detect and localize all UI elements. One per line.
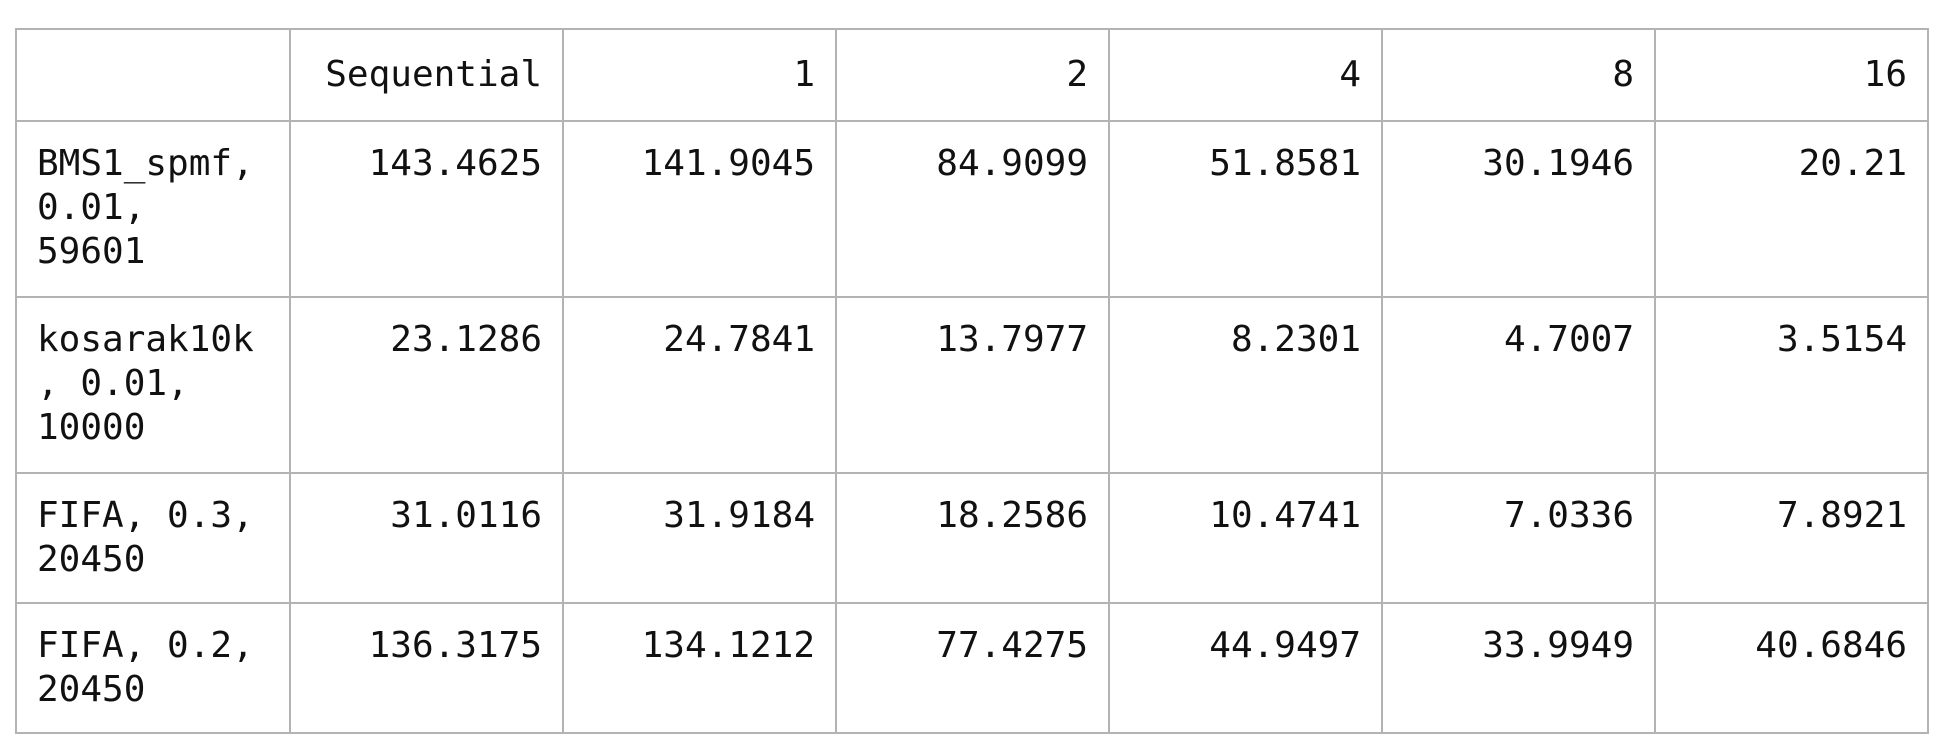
header-cell-empty <box>15 28 291 122</box>
header-row: Sequential 1 2 4 8 16 <box>15 28 1929 122</box>
header-cell-16: 16 <box>1654 28 1929 122</box>
cell-value: 40.6846 <box>1654 602 1929 734</box>
header-cell-sequential: Sequential <box>289 28 564 122</box>
cell-value: 18.2586 <box>835 472 1110 604</box>
table-row: BMS1_spmf, 0.01, 59601 143.4625 141.9045 8… <box>15 120 1929 298</box>
table-row: FIFA, 0.2, 20450 136.3175 134.1212 77.427… <box>15 602 1929 734</box>
header-cell-8: 8 <box>1381 28 1656 122</box>
table-row: FIFA, 0.3, 20450 31.0116 31.9184 18.2586 … <box>15 472 1929 604</box>
cell-value: 33.9949 <box>1381 602 1656 734</box>
cell-value: 44.9497 <box>1108 602 1383 734</box>
row-label: kosarak10k, 0.01, 10000 <box>15 296 291 474</box>
row-label: BMS1_spmf, 0.01, 59601 <box>15 120 291 298</box>
cell-value: 31.0116 <box>289 472 564 604</box>
results-table-container: Sequential 1 2 4 8 16 BMS1_spmf, 0.01, 596… <box>15 28 1929 734</box>
header-cell-2: 2 <box>835 28 1110 122</box>
cell-value: 31.9184 <box>562 472 837 604</box>
row-label: FIFA, 0.2, 20450 <box>15 602 291 734</box>
cell-value: 4.7007 <box>1381 296 1656 474</box>
cell-value: 24.7841 <box>562 296 837 474</box>
header-cell-4: 4 <box>1108 28 1383 122</box>
table-header: Sequential 1 2 4 8 16 <box>15 28 1929 122</box>
cell-value: 134.1212 <box>562 602 837 734</box>
results-table: Sequential 1 2 4 8 16 BMS1_spmf, 0.01, 596… <box>15 28 1929 734</box>
cell-value: 136.3175 <box>289 602 564 734</box>
row-label: FIFA, 0.3, 20450 <box>15 472 291 604</box>
cell-value: 13.7977 <box>835 296 1110 474</box>
cell-value: 7.8921 <box>1654 472 1929 604</box>
cell-value: 143.4625 <box>289 120 564 298</box>
cell-value: 10.4741 <box>1108 472 1383 604</box>
cell-value: 77.4275 <box>835 602 1110 734</box>
header-cell-1: 1 <box>562 28 837 122</box>
table-body: BMS1_spmf, 0.01, 59601 143.4625 141.9045 8… <box>15 120 1929 734</box>
table-row: kosarak10k, 0.01, 10000 23.1286 24.7841 1… <box>15 296 1929 474</box>
cell-value: 20.21 <box>1654 120 1929 298</box>
cell-value: 51.8581 <box>1108 120 1383 298</box>
cell-value: 141.9045 <box>562 120 837 298</box>
cell-value: 84.9099 <box>835 120 1110 298</box>
cell-value: 3.5154 <box>1654 296 1929 474</box>
cell-value: 30.1946 <box>1381 120 1656 298</box>
cell-value: 23.1286 <box>289 296 564 474</box>
cell-value: 8.2301 <box>1108 296 1383 474</box>
cell-value: 7.0336 <box>1381 472 1656 604</box>
